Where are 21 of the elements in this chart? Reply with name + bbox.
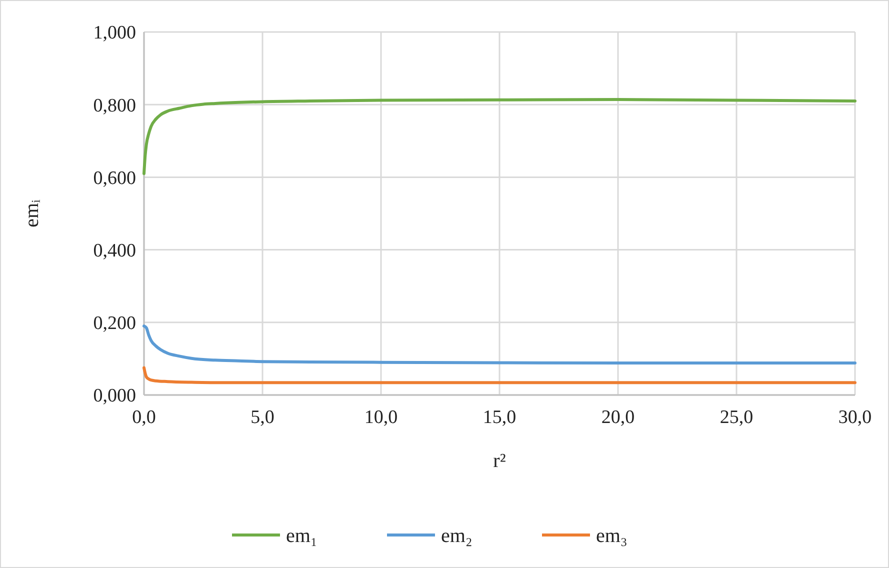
y-tick-label: 0,800 [93,95,136,116]
y-tick-label: 0,000 [93,386,136,407]
x-axis-title: r² [493,450,506,472]
y-tick-label: 1,000 [93,22,136,44]
y-tick-label: 0,600 [93,168,136,189]
x-tick-label: 20,0 [601,407,635,428]
legend-label: em₂ [441,525,472,547]
legend-label: em₃ [596,525,628,547]
y-tick-label: 0,400 [93,240,136,262]
line-series [142,98,856,176]
x-tick-label: 25,0 [720,407,754,428]
x-tick-label: 15,0 [482,407,516,428]
y-tick-label: 0,200 [93,313,136,334]
line-series [142,324,856,365]
x-tick-label: 30,0 [838,407,872,428]
legend-label: em₁ [286,525,318,547]
y-axis-title: emᵢ [21,198,43,228]
x-tick-label: 5,0 [250,407,274,428]
line-series [142,366,856,384]
x-tick-label: 10,0 [364,407,398,428]
x-tick-label: 0,0 [132,407,156,428]
